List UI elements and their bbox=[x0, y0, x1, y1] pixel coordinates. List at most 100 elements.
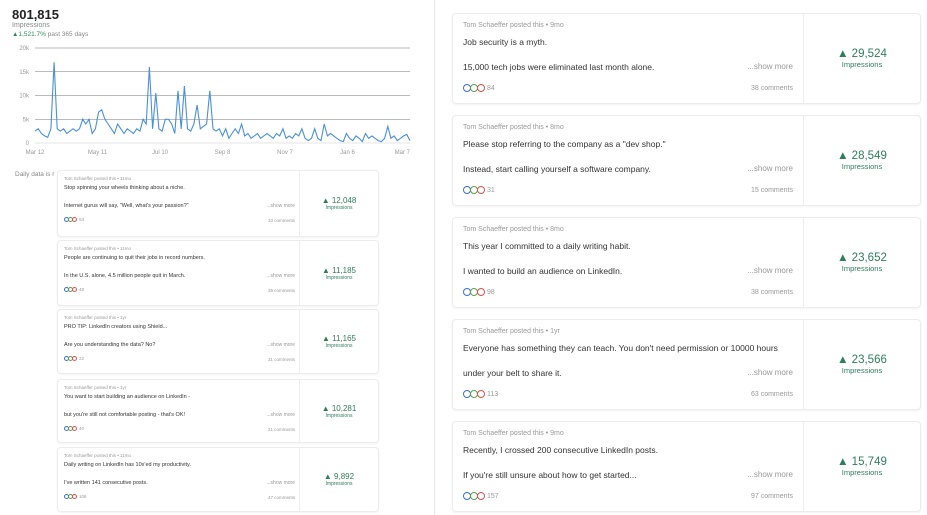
post-card[interactable]: Tom Schaeffer posted this • 1yr PRO TIP: … bbox=[57, 309, 379, 374]
post-author: Tom Schaeffer posted this • 1yr bbox=[64, 315, 127, 320]
post-author: Tom Schaeffer posted this • 11mo bbox=[64, 453, 131, 458]
post-body: Tom Schaeffer posted this • 9mo Job secur… bbox=[453, 14, 805, 103]
post-author: Tom Schaeffer posted this • 1yr bbox=[64, 385, 127, 390]
impressions-box: ▲ 29,524 Impressions bbox=[803, 14, 920, 103]
reactions[interactable]: 157 bbox=[463, 492, 499, 500]
impressions-box: ▲ 15,749 Impressions bbox=[803, 422, 920, 511]
post-body: Tom Schaeffer posted this • 11mo Daily wr… bbox=[58, 448, 301, 511]
impressions-count: ▲ 9,892 bbox=[323, 472, 355, 481]
post-text-line: Instead, start calling yourself a softwa… bbox=[463, 164, 651, 174]
reaction-count: 108 bbox=[79, 494, 87, 499]
post-card[interactable]: Tom Schaeffer posted this • 8mo Please st… bbox=[452, 115, 921, 206]
post-body: Tom Schaeffer posted this • 11mo People a… bbox=[58, 241, 301, 305]
reaction-count: 98 bbox=[487, 288, 495, 296]
reactions[interactable]: 113 bbox=[463, 390, 498, 398]
show-more-link[interactable]: ...show more bbox=[747, 266, 793, 275]
impressions-box: ▲ 23,652 Impressions bbox=[803, 218, 920, 307]
impressions-label: Impressions bbox=[841, 366, 883, 375]
post-card[interactable]: Tom Schaeffer posted this • 11mo Daily wr… bbox=[57, 447, 379, 512]
x-tick-label: Jul 10 bbox=[152, 150, 169, 156]
daily-data-note: Daily data is r bbox=[15, 171, 55, 178]
post-card[interactable]: Tom Schaeffer posted this • 8mo This year… bbox=[452, 217, 921, 308]
post-card[interactable]: Tom Schaeffer posted this • 11mo Stop spi… bbox=[57, 170, 379, 237]
show-more-link[interactable]: ...show more bbox=[266, 273, 295, 279]
post-text-line: but you're still not comfortable posting… bbox=[64, 412, 186, 418]
show-more-link[interactable]: ...show more bbox=[747, 62, 793, 71]
comments-link[interactable]: 63 comments bbox=[750, 391, 793, 398]
impressions-count: ▲ 15,749 bbox=[837, 456, 887, 468]
reaction-count: 31 bbox=[487, 186, 495, 194]
post-text-line: You want to start building an audience o… bbox=[64, 394, 191, 400]
show-more-link[interactable]: ...show more bbox=[747, 164, 793, 173]
reactions[interactable]: 31 bbox=[463, 186, 495, 194]
post-body: Tom Schaeffer posted this • 11mo Stop spi… bbox=[58, 171, 301, 236]
impressions-label: Impressions bbox=[325, 274, 353, 281]
post-card[interactable]: Tom Schaeffer posted this • 1yr Everyone … bbox=[452, 319, 921, 410]
total-impressions: 801,815 bbox=[12, 7, 59, 22]
reaction-icon bbox=[477, 288, 485, 296]
comments-link[interactable]: 38 comments bbox=[750, 85, 793, 92]
reactions[interactable]: 40 bbox=[64, 426, 84, 431]
show-more-link[interactable]: ...show more bbox=[266, 342, 295, 348]
comments-link[interactable]: 38 comments bbox=[750, 289, 793, 296]
post-text-line: This year I committed to a daily writing… bbox=[463, 241, 631, 251]
reactions[interactable]: 84 bbox=[463, 84, 495, 92]
post-card[interactable]: Tom Schaeffer posted this • 11mo People a… bbox=[57, 240, 379, 306]
post-text-line: I've written 141 consecutive posts. bbox=[64, 480, 148, 486]
impressions-label: Impressions bbox=[325, 412, 353, 419]
post-card[interactable]: Tom Schaeffer posted this • 1yr You want … bbox=[57, 379, 379, 443]
reaction-icon bbox=[72, 356, 77, 361]
x-tick-label: Mar 7 bbox=[395, 150, 411, 156]
post-author: Tom Schaeffer posted this • 8mo bbox=[463, 226, 564, 233]
post-body: Tom Schaeffer posted this • 1yr You want … bbox=[58, 380, 301, 442]
comments-link[interactable]: 33 comments bbox=[267, 218, 295, 223]
show-more-link[interactable]: ...show more bbox=[747, 470, 793, 479]
change-indicator: ▲1,521.7% past 365 days bbox=[12, 31, 88, 38]
post-body: Tom Schaeffer posted this • 1yr Everyone … bbox=[453, 320, 805, 409]
comments-link[interactable]: 97 comments bbox=[750, 493, 793, 500]
impressions-count: ▲ 11,165 bbox=[321, 334, 356, 343]
post-text-line: Recently, I crossed 200 consecutive Link… bbox=[463, 445, 658, 455]
post-text-line: under your belt to share it. bbox=[463, 368, 562, 378]
show-more-link[interactable]: ...show more bbox=[266, 412, 295, 418]
comments-link[interactable]: 35 comments bbox=[267, 288, 295, 293]
post-body: Tom Schaeffer posted this • 8mo This year… bbox=[453, 218, 805, 307]
reaction-count: 63 bbox=[79, 217, 85, 222]
reactions[interactable]: 108 bbox=[64, 494, 87, 499]
reactions[interactable]: 48 bbox=[64, 287, 84, 292]
reactions[interactable]: 22 bbox=[64, 356, 84, 361]
impressions-panel: 801,815 Impressions ▲1,521.7% past 365 d… bbox=[0, 0, 435, 515]
impressions-count: ▲ 12,048 bbox=[321, 196, 357, 205]
post-card[interactable]: Tom Schaeffer posted this • 9mo Job secur… bbox=[452, 13, 921, 104]
impressions-box: ▲ 23,566 Impressions bbox=[803, 320, 920, 409]
top-posts-panel: Tom Schaeffer posted this • 9mo Job secur… bbox=[435, 0, 927, 515]
comments-link[interactable]: 47 comments bbox=[267, 495, 295, 500]
post-author: Tom Schaeffer posted this • 11mo bbox=[64, 246, 131, 251]
reaction-count: 113 bbox=[487, 390, 499, 398]
comments-link[interactable]: 15 comments bbox=[750, 187, 793, 194]
y-tick-label: 10k bbox=[19, 94, 30, 100]
y-tick-label: 15k bbox=[19, 70, 30, 76]
impressions-label: Impressions bbox=[841, 264, 883, 273]
reactions[interactable]: 63 bbox=[64, 217, 84, 222]
panel-divider bbox=[434, 0, 435, 515]
x-tick-label: Sep 8 bbox=[215, 150, 231, 156]
change-period: past 365 days bbox=[47, 31, 89, 38]
show-more-link[interactable]: ...show more bbox=[747, 368, 793, 377]
impressions-label: Impressions bbox=[325, 481, 353, 487]
post-text-line: Everyone has something they can teach. Y… bbox=[463, 343, 778, 353]
impressions-count: ▲ 28,549 bbox=[837, 150, 887, 162]
x-tick-label: May 11 bbox=[88, 150, 108, 156]
show-more-link[interactable]: ...show more bbox=[266, 480, 295, 486]
post-text-line: I wanted to build an audience on LinkedI… bbox=[463, 266, 623, 276]
post-text-line: Internet gurus will say, "Well, what's y… bbox=[64, 203, 189, 209]
comments-link[interactable]: 31 comments bbox=[267, 357, 295, 362]
impressions-box: ▲ 9,892 Impressions bbox=[299, 448, 378, 511]
comments-link[interactable]: 21 comments bbox=[267, 427, 295, 432]
reactions[interactable]: 98 bbox=[463, 288, 495, 296]
post-card[interactable]: Tom Schaeffer posted this • 9mo Recently,… bbox=[452, 421, 921, 512]
post-body: Tom Schaeffer posted this • 9mo Recently,… bbox=[453, 422, 805, 511]
x-tick-label: Jan 6 bbox=[340, 150, 355, 156]
impressions-count: ▲ 11,185 bbox=[321, 265, 356, 275]
show-more-link[interactable]: ...show more bbox=[266, 203, 295, 209]
